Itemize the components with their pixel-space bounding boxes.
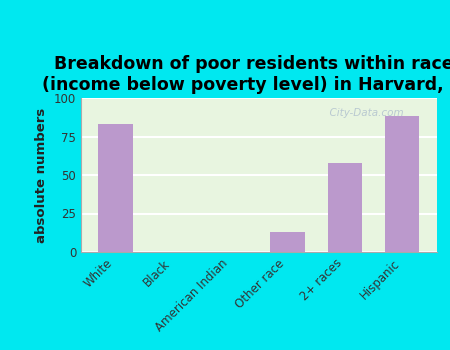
Bar — [385, 117, 419, 252]
Bar — [270, 232, 305, 252]
Text: City-Data.com: City-Data.com — [323, 108, 403, 118]
Bar — [98, 124, 133, 252]
Bar — [328, 163, 362, 252]
Title: Breakdown of poor residents within races
(income below poverty level) in Harvard: Breakdown of poor residents within races… — [42, 55, 450, 94]
Y-axis label: absolute numbers: absolute numbers — [36, 107, 48, 243]
